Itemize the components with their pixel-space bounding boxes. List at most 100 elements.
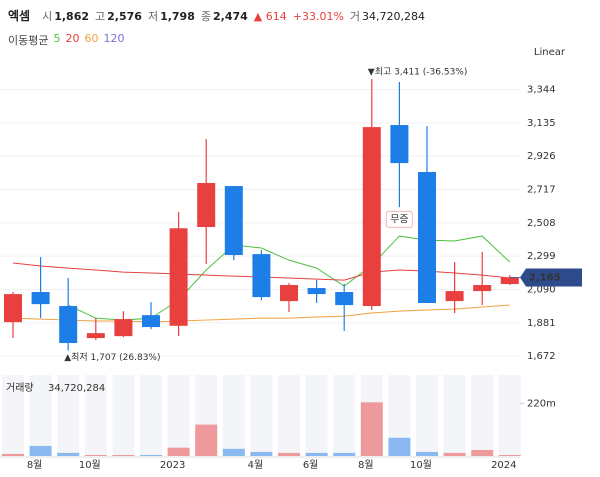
header: 엑셈 시 1,862 고 2,576 저 1,798 종 2,474 ▲ 614 +33.01% 거 3… (8, 7, 425, 24)
candle-body (390, 125, 409, 164)
field: 거 34,720,284 (350, 8, 425, 24)
change-pct: +33.01% (292, 10, 344, 23)
scale-label: Linear (534, 47, 566, 58)
volume-bar (333, 452, 356, 456)
field-value: 2,576 (107, 10, 142, 23)
candle-body (473, 285, 492, 292)
annotation: ▼최고 3,411 (-36.53%) (368, 66, 468, 77)
ma-line (67, 235, 511, 321)
ma-line (12, 304, 510, 323)
volume-bar (2, 453, 24, 456)
volume-column (388, 375, 411, 456)
x-tick-label: 8월 (358, 459, 374, 471)
x-tick-label: 2024 (491, 460, 516, 471)
volume-column (57, 375, 80, 456)
legend-item: 20 (65, 32, 80, 45)
y-tick-label: 1,672 (527, 351, 556, 362)
volume-column (498, 375, 521, 456)
field-value: 1,862 (54, 10, 90, 23)
y-tick-label: 3,344 (527, 85, 556, 96)
volume-bar (416, 451, 438, 456)
volume-bar (140, 455, 162, 456)
volume-bar (29, 445, 52, 456)
y-tick-label: 2,090 (527, 284, 556, 295)
y-tick-label: 2,717 (527, 185, 556, 196)
y-tick-label: 1,881 (527, 318, 556, 329)
volume-bar (250, 451, 273, 456)
y-tick-label: 2,926 (527, 151, 556, 162)
legend-item: 120 (103, 32, 125, 45)
y-tick-label: 2,508 (527, 218, 556, 229)
ma-title: 이동평균 (8, 34, 49, 47)
x-tick-label: 4월 (248, 459, 264, 471)
annotation: ▲최저 1,707 (26.83%) (64, 352, 160, 363)
candle-body (31, 292, 50, 305)
x-tick-label: 8월 (27, 459, 43, 471)
x-tick-label: 10월 (79, 459, 101, 471)
volume-column (278, 375, 300, 456)
candle-body (169, 228, 188, 326)
volume-bar (388, 437, 411, 456)
field-label: 고 (95, 10, 106, 23)
field: 고 2,576 (95, 8, 142, 24)
volume-bar (278, 452, 300, 456)
volume-bar (57, 452, 80, 456)
volume-bar (84, 455, 107, 456)
field-value: 2,474 (212, 10, 248, 23)
field: 시 1,862 (42, 8, 89, 24)
candle-body (500, 277, 519, 285)
field-value: 34,720,284 (362, 10, 426, 23)
legend-item: 60 (84, 32, 99, 45)
candle-body (418, 172, 436, 304)
candle-body (252, 254, 271, 298)
volume-column (84, 375, 107, 456)
x-tick-label: 2023 (160, 460, 185, 471)
stock-name: 엑셈 (8, 9, 31, 23)
price-tag-label: 2,165 (529, 273, 561, 284)
volume-tick-label: 220m (527, 398, 556, 409)
candle-body (114, 319, 133, 337)
candle-body (59, 306, 78, 344)
volume-column (167, 375, 190, 456)
volume-bar (305, 452, 328, 456)
field: 저 1,798 (148, 8, 195, 24)
volume-bar (167, 447, 190, 456)
ma-legend: 이동평균 5 20 60 120 (8, 32, 124, 48)
candle-body (142, 315, 160, 328)
volume-column (2, 375, 24, 456)
candle-body (224, 186, 243, 256)
volume-column (140, 375, 162, 456)
volume-column (112, 375, 135, 456)
volume-column (333, 375, 356, 456)
volume-bar (195, 424, 218, 456)
y-tick-label: 2,299 (527, 251, 556, 262)
volume-column (443, 375, 466, 456)
field-label: 종 (200, 10, 211, 23)
volume-bar (360, 402, 383, 456)
candle-body (307, 288, 326, 295)
field-label: 거 (349, 10, 361, 23)
legend-item: 5 (53, 32, 61, 45)
x-tick-label: 6월 (303, 459, 319, 471)
volume-column (305, 375, 328, 456)
field-value: 1,798 (160, 10, 195, 23)
volume-value: 34,720,284 (48, 383, 105, 394)
price-tag (520, 268, 582, 287)
volume-bar (498, 455, 521, 456)
field-label: 시 (42, 10, 53, 23)
candle-body (445, 291, 464, 302)
volume-bar (112, 455, 135, 456)
x-tick-label: 10월 (410, 459, 432, 471)
volume-bar (222, 448, 245, 456)
field-label: 저 (147, 10, 159, 23)
volume-column (416, 375, 438, 456)
event-label: 무증 (390, 213, 408, 225)
volume-column (250, 375, 273, 456)
y-tick-label: 3,135 (527, 118, 556, 129)
event-box (385, 210, 413, 228)
candle-body (86, 333, 105, 339)
volume-title: 거래량 (6, 382, 34, 394)
volume-bar (443, 452, 466, 456)
